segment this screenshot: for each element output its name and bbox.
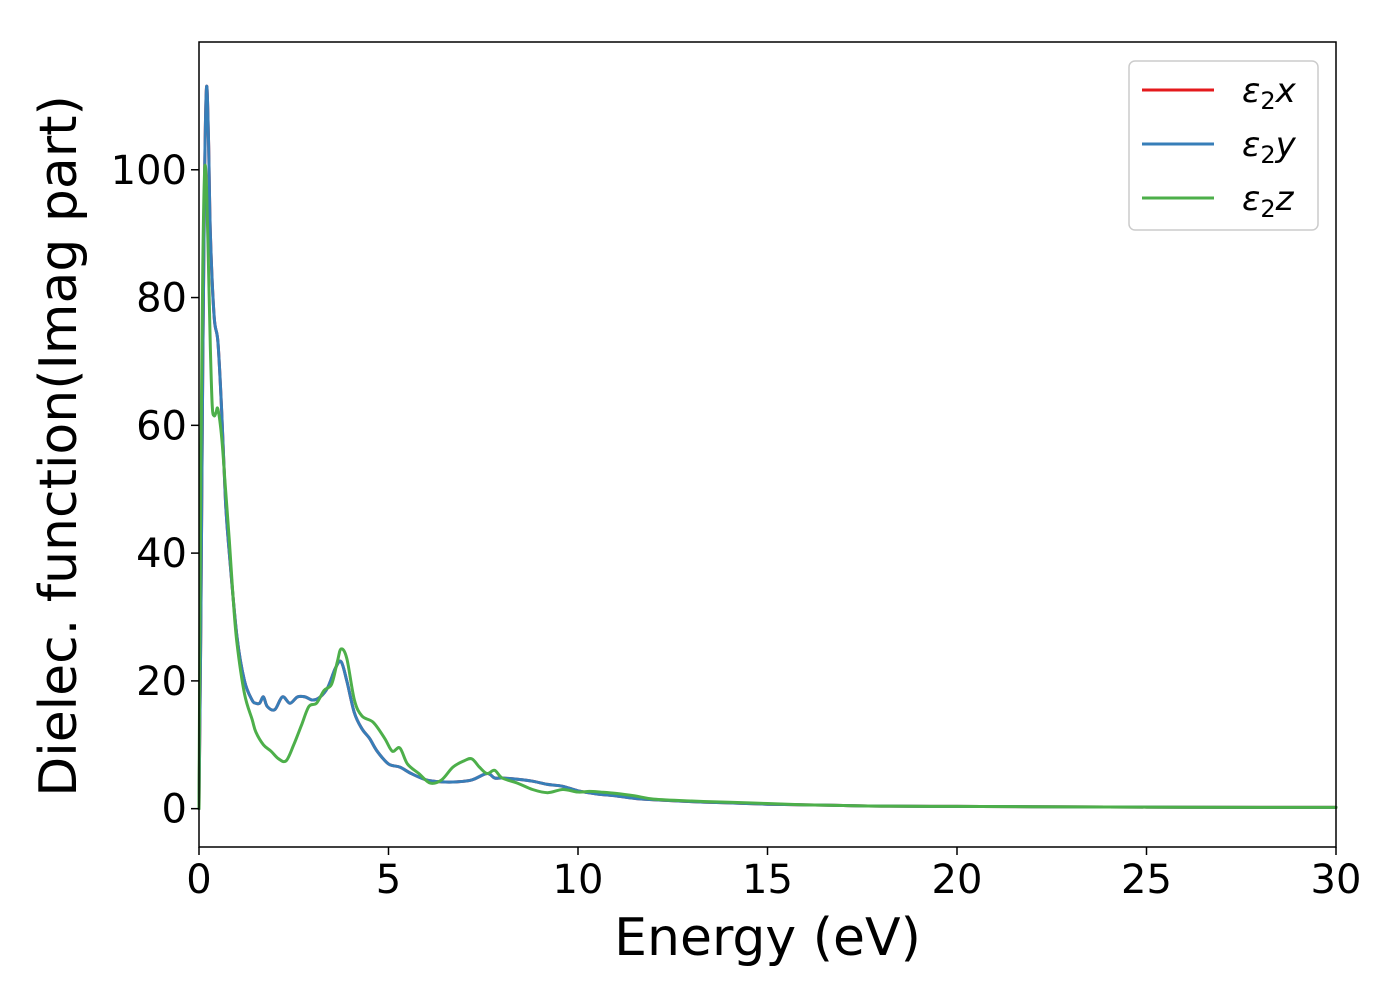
series-line-z bbox=[197, 163, 1338, 811]
x-tick-label: 0 bbox=[186, 857, 211, 903]
y-tick-label: 80 bbox=[136, 276, 187, 322]
y-tick-label: 40 bbox=[136, 531, 187, 577]
x-axis-label: Energy (eV) bbox=[614, 908, 921, 968]
x-tick-label: 25 bbox=[1121, 857, 1172, 903]
y-tick-label: 0 bbox=[162, 787, 187, 833]
tick-layer: 0 5 10 15 20 25 30 0 20 40 60 80 100 bbox=[111, 148, 1362, 903]
x-tick-label: 20 bbox=[932, 857, 983, 903]
legend: ε2x ε2y ε2z bbox=[1128, 60, 1319, 231]
legend-label-z: ε2z bbox=[1242, 179, 1295, 223]
x-tick-label: 15 bbox=[742, 857, 793, 903]
legend-box bbox=[1128, 60, 1319, 231]
legend-label-x: ε2x bbox=[1242, 71, 1297, 115]
x-tick-label: 30 bbox=[1311, 857, 1362, 903]
y-axis-label: Dielec. function(Imag part) bbox=[29, 95, 89, 797]
series-layer bbox=[197, 84, 1338, 811]
legend-label-y: ε2y bbox=[1242, 125, 1297, 169]
y-tick-label: 20 bbox=[136, 659, 187, 705]
x-tick-label: 10 bbox=[553, 857, 604, 903]
y-tick-label: 100 bbox=[111, 148, 187, 194]
x-tick-label: 5 bbox=[376, 857, 401, 903]
y-tick-label: 60 bbox=[136, 403, 187, 449]
